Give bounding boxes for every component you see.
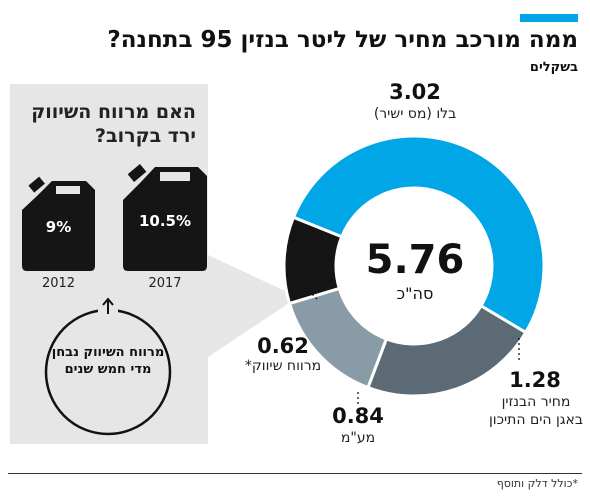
donut-slice-3 [282,215,344,306]
donut-slice-1 [366,303,528,398]
jerrycan-icon-2017 [123,164,207,271]
blu-label: בלו (מס ישיר) [373,106,457,122]
total-label: סה"כ [396,284,434,303]
leader-lines [297,279,520,404]
up-arrow-icon [102,297,114,314]
can-2012-year: 2012 [41,276,76,291]
can-2012-percent: 9% [45,218,72,236]
can-2017-year: 2017 [148,276,182,291]
med-value: 1.28 [509,368,561,392]
footnote: *כולל דלק ותוסף [496,477,578,490]
donut-chart [282,134,546,398]
blu-value: 3.02 [389,80,441,104]
jerrycan-icon-2012 [22,176,95,271]
footer-rule [8,473,582,474]
vat-label: מע"מ [340,430,376,446]
vat-value: 0.84 [332,404,384,428]
total-value: 5.76 [365,237,465,283]
margin-question: האם מרווח השיווק ירד בקרוב? [31,101,196,147]
can-2017-percent: 10.5% [138,212,192,230]
margin-value: 0.62 [257,334,309,358]
med-label: מחיר הבנזין באגן הים התיכון [488,394,583,428]
chart-title: ממה מורכב מחיר של ליטר בנזין 95 בתחנה? [107,27,578,53]
review-cycle-note: מרווח השיווק נבחן מדי חמש שנים [51,345,165,377]
chart-subtitle: בשקלים [529,60,578,75]
accent-bar [520,14,578,22]
donut-slice-0 [291,134,546,335]
margin-label: מרווח שיווק* [244,358,322,374]
